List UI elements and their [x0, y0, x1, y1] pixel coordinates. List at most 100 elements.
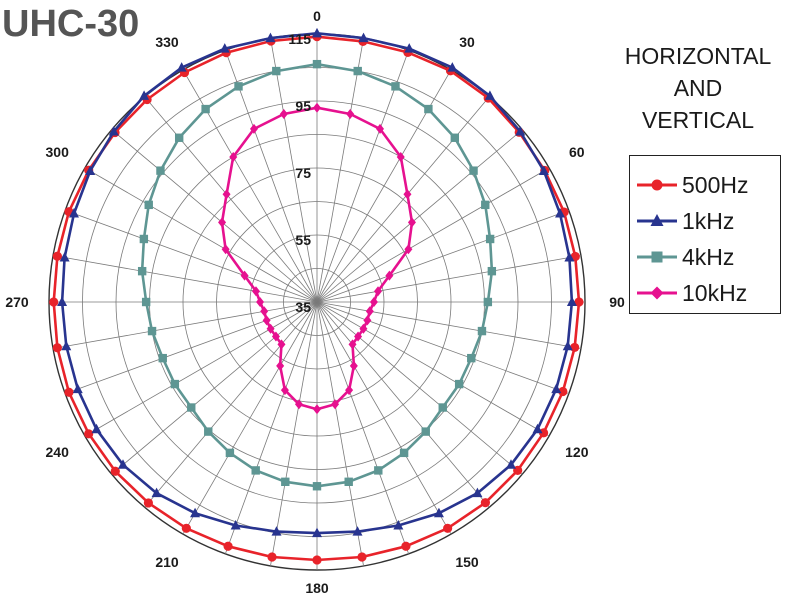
data-point-1khz	[72, 383, 83, 394]
data-point-500hz	[267, 552, 277, 562]
data-point-1khz	[59, 251, 70, 262]
chart-subtitle: HORIZONTAL AND VERTICAL	[598, 40, 798, 136]
grid-spoke	[316, 129, 523, 303]
data-point-10khz	[376, 123, 385, 134]
data-point-10khz	[277, 339, 286, 350]
data-point-500hz	[401, 541, 411, 551]
legend-label-1khz: 1kHz	[682, 207, 735, 234]
grid-spoke	[316, 301, 581, 349]
data-point-10khz	[276, 360, 285, 371]
data-point-10khz	[313, 102, 321, 113]
data-point-4khz	[272, 66, 281, 76]
data-point-10khz	[260, 306, 269, 317]
subtitle-line-1: HORIZONTAL	[624, 43, 772, 69]
data-point-4khz	[139, 234, 149, 244]
data-point-10khz	[240, 270, 249, 281]
angle-tick-label: 240	[46, 444, 70, 460]
data-point-1khz	[176, 62, 187, 72]
data-point-10khz	[346, 108, 355, 119]
data-point-1khz	[91, 423, 102, 434]
data-point-1khz	[57, 296, 68, 306]
series-layer	[49, 27, 584, 565]
data-point-4khz	[234, 82, 243, 91]
grid-spoke	[270, 38, 318, 303]
data-point-1khz	[555, 208, 566, 218]
data-point-4khz	[421, 427, 430, 436]
data-point-1khz	[532, 423, 543, 434]
angle-tick-label: 120	[565, 444, 589, 460]
data-point-1khz	[404, 43, 415, 53]
data-point-500hz	[110, 466, 120, 476]
data-point-1khz	[551, 383, 562, 394]
data-point-10khz	[396, 151, 405, 162]
radial-tick-label: 35	[295, 299, 311, 315]
data-point-4khz	[477, 326, 487, 336]
grid-spoke	[316, 167, 550, 303]
data-point-4khz	[483, 297, 493, 307]
data-point-1khz	[108, 125, 119, 136]
radial-tick-label: 115	[288, 31, 311, 47]
data-point-10khz	[359, 323, 368, 334]
data-point-10khz	[279, 108, 288, 119]
legend-item-10khz: 10kHz	[630, 278, 780, 308]
grid-spoke	[316, 301, 550, 437]
grid-spoke	[316, 255, 581, 303]
data-point-4khz	[147, 326, 157, 336]
data-point-1khz	[352, 526, 363, 536]
data-point-10khz	[363, 315, 372, 326]
data-point-10khz	[313, 404, 321, 415]
data-point-10khz	[271, 331, 280, 342]
data-point-4khz	[312, 59, 322, 69]
radial-tick-label: 95	[295, 98, 311, 114]
data-point-4khz	[374, 466, 383, 475]
grid-spoke	[316, 301, 410, 554]
data-point-10khz	[331, 399, 340, 410]
data-point-4khz	[141, 297, 151, 307]
data-point-10khz	[249, 123, 258, 134]
data-point-4khz	[312, 482, 322, 491]
data-point-10khz	[369, 297, 378, 307]
data-point-10khz	[374, 286, 383, 297]
data-point-4khz	[454, 379, 464, 389]
data-point-1khz	[538, 165, 549, 176]
data-point-4khz	[424, 104, 433, 114]
data-point-1khz	[447, 62, 458, 72]
data-point-4khz	[144, 200, 153, 210]
data-point-1khz	[139, 90, 150, 100]
radial-tick-label: 75	[295, 165, 311, 181]
data-point-1khz	[393, 520, 404, 530]
data-point-500hz	[480, 498, 490, 508]
data-point-10khz	[229, 151, 238, 162]
angle-tick-label: 60	[569, 144, 585, 160]
data-point-4khz	[485, 234, 495, 244]
data-point-500hz	[49, 297, 59, 307]
data-point-500hz	[570, 342, 580, 353]
data-point-4khz	[137, 266, 147, 276]
data-point-10khz	[256, 297, 265, 307]
data-point-500hz	[312, 555, 322, 565]
grid-spoke	[224, 50, 318, 303]
data-point-10khz	[251, 286, 260, 297]
data-point-4khz	[391, 82, 400, 91]
grid-spoke	[111, 129, 318, 303]
legend: 500Hz 1kHz 4kHz 10kHz	[629, 155, 781, 314]
data-point-4khz	[353, 66, 362, 76]
grid-spoke	[316, 301, 452, 535]
data-point-4khz	[399, 448, 409, 458]
data-point-4khz	[251, 466, 260, 475]
data-point-1khz	[562, 340, 573, 351]
data-point-4khz	[481, 200, 490, 210]
data-point-1khz	[312, 527, 322, 538]
data-point-500hz	[223, 541, 233, 551]
data-point-1khz	[506, 459, 517, 469]
angle-tick-label: 0	[313, 8, 321, 24]
grid-spoke	[111, 301, 318, 475]
legend-label-4khz: 4kHz	[682, 243, 735, 270]
data-point-1khz	[85, 165, 96, 176]
grid-spoke	[316, 96, 490, 303]
data-point-10khz	[221, 244, 230, 255]
data-point-10khz	[218, 217, 227, 228]
data-point-1khz	[151, 487, 162, 498]
data-point-10khz	[404, 244, 413, 255]
